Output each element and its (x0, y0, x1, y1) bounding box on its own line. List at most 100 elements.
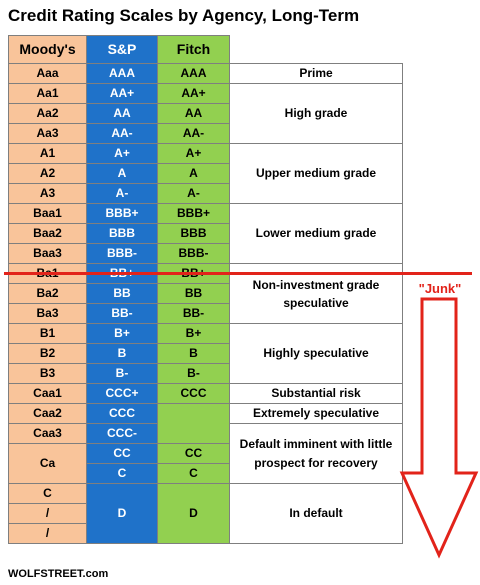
sp-rating: D (86, 483, 158, 544)
junk-label: "Junk" (418, 281, 462, 296)
sp-rating: B+ (86, 323, 158, 344)
moodys-rating: Aa3 (8, 123, 87, 144)
fitch-rating: BBB (157, 223, 230, 244)
sp-rating: BB- (86, 303, 158, 324)
moodys-rating: Baa2 (8, 223, 87, 244)
moodys-rating: Caa3 (8, 423, 87, 444)
table-row: Ca CC CC (8, 443, 403, 484)
sp-rating: BBB (86, 223, 158, 244)
moodys-rating: C (8, 483, 87, 504)
grade-prime: Prime (229, 63, 403, 84)
fitch-rating: AA (157, 103, 230, 124)
grade-in-default: In default (229, 483, 403, 544)
fitch-rating: AA- (157, 123, 230, 144)
down-arrow-icon (399, 297, 479, 559)
table-row: Caa2 CCC Extremely speculative (8, 403, 403, 444)
fitch-rating-empty (157, 403, 230, 444)
fitch-rating: BB- (157, 303, 230, 324)
fitch-rating: CCC (157, 383, 230, 404)
moodys-rating: / (8, 523, 87, 544)
table-row: Baa2 BBB BBB (8, 223, 403, 244)
moodys-rating: Aa2 (8, 103, 87, 124)
fitch-rating: AAA (157, 63, 230, 84)
grade-high: High grade (229, 83, 403, 144)
grade-substantial-risk: Substantial risk (229, 383, 403, 404)
table-row: Aa3 AA- AA- (8, 123, 403, 144)
fitch-rating: A+ (157, 143, 230, 164)
moodys-rating: A1 (8, 143, 87, 164)
moodys-rating: Caa1 (8, 383, 87, 404)
sp-rating: CCC (86, 403, 158, 424)
fitch-rating: CC (157, 443, 230, 464)
moodys-rating: Aa1 (8, 83, 87, 104)
table-row: Ba3 BB- BB- (8, 303, 403, 324)
table-row: B3 B- B- (8, 363, 403, 384)
moodys-rating: B3 (8, 363, 87, 384)
table-row: Caa1 CCC+ CCC Substantial risk (8, 383, 403, 404)
table-row: / (8, 503, 403, 524)
sp-rating: A+ (86, 143, 158, 164)
fitch-rating: A- (157, 183, 230, 204)
header-moodys: Moody's (8, 35, 87, 64)
moodys-rating: B1 (8, 323, 87, 344)
sp-rating: A- (86, 183, 158, 204)
fitch-rating: B+ (157, 323, 230, 344)
table-row: C C (9, 463, 403, 484)
sp-rating: AA- (86, 123, 158, 144)
table-row: Baa1 BBB+ BBB+ Lower medium grade (8, 203, 403, 264)
moodys-rating: Aaa (8, 63, 87, 84)
header-row: Moody's S&P Fitch (8, 35, 403, 64)
sp-rating: BBB- (86, 243, 158, 264)
moodys-rating: Baa1 (8, 203, 87, 224)
fitch-rating: BBB+ (157, 203, 230, 224)
grade-lower-medium: Lower medium grade (229, 203, 403, 264)
sp-rating: AAA (86, 63, 158, 84)
moodys-rating: A3 (8, 183, 87, 204)
moodys-rating: Ba2 (8, 283, 87, 304)
sp-rating: CCC+ (86, 383, 158, 404)
header-spacer (230, 36, 403, 64)
fitch-rating: D (157, 483, 230, 544)
footer-source: WOLFSTREET.com (8, 568, 109, 580)
fitch-rating: A (157, 163, 230, 184)
table-row: Aaa AAA AAA Prime (8, 63, 403, 84)
table-row: Aa1 AA+ AA+ High grade (8, 83, 403, 144)
table-row: B1 B+ B+ Highly speculative (8, 323, 403, 384)
table-row: Caa3 CCC- Default imminent with little p… (8, 423, 403, 484)
grade-highly-speculative: Highly speculative (229, 323, 403, 384)
table-row: C D D In default (8, 483, 403, 544)
moodys-rating: Ca (8, 443, 87, 484)
grade-extremely-speculative: Extremely speculative (229, 403, 403, 424)
sp-rating: BB (86, 283, 158, 304)
grade-upper-medium: Upper medium grade (229, 143, 403, 204)
fitch-rating: B- (157, 363, 230, 384)
sp-rating: AA+ (86, 83, 158, 104)
fitch-rating: BBB- (157, 243, 230, 264)
fitch-rating: BB (157, 283, 230, 304)
table-row: A1 A+ A+ Upper medium grade (8, 143, 403, 204)
sp-rating: C (86, 463, 158, 484)
ratings-table: Moody's S&P Fitch Aaa AAA AAA Prime Aa1 … (8, 35, 403, 544)
table-row: / (8, 523, 403, 544)
table-row: B2 B B (8, 343, 403, 364)
fitch-rating: B (157, 343, 230, 364)
moodys-rating: Caa2 (8, 403, 87, 424)
moodys-rating: / (8, 503, 87, 524)
sp-rating: B- (86, 363, 158, 384)
sp-rating: A (86, 163, 158, 184)
sp-rating: BBB+ (86, 203, 158, 224)
fitch-rating: AA+ (157, 83, 230, 104)
fitch-rating: C (157, 463, 230, 484)
sp-rating: CCC- (86, 423, 158, 444)
moodys-rating: A2 (8, 163, 87, 184)
header-fitch: Fitch (157, 35, 230, 64)
sp-rating: CC (86, 443, 158, 464)
page-title: Credit Rating Scales by Agency, Long-Ter… (8, 6, 360, 25)
header-sp: S&P (86, 35, 158, 64)
moodys-rating: B2 (8, 343, 87, 364)
table-row: Aa2 AA AA (8, 103, 403, 124)
grade-default-imminent: Default imminent with little prospect fo… (229, 423, 403, 484)
sp-rating: AA (86, 103, 158, 124)
sp-rating: B (86, 343, 158, 364)
moodys-rating: Ba3 (8, 303, 87, 324)
